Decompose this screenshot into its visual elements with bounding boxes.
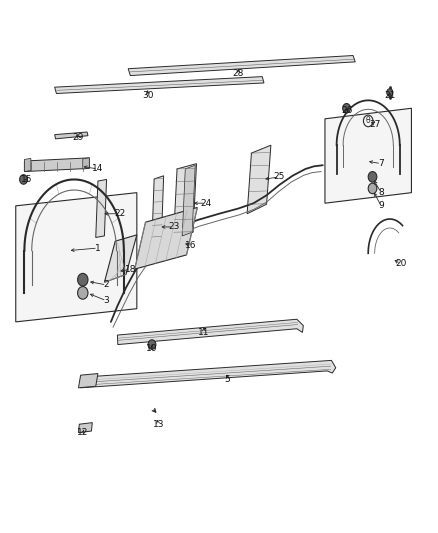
Circle shape [20,175,28,184]
Polygon shape [134,207,198,269]
Circle shape [78,273,88,286]
Polygon shape [182,165,195,236]
Text: 18: 18 [124,265,136,273]
Circle shape [343,103,350,113]
Circle shape [78,287,88,299]
Polygon shape [128,55,355,76]
Text: 21: 21 [384,91,396,100]
Circle shape [148,340,156,349]
Circle shape [368,172,377,182]
Polygon shape [78,423,92,433]
Polygon shape [16,192,137,322]
Polygon shape [25,158,31,172]
Text: 8: 8 [378,188,384,197]
Polygon shape [247,145,271,214]
Text: 26: 26 [341,107,352,116]
Text: 2: 2 [104,280,110,289]
Text: 7: 7 [378,159,384,168]
Text: 11: 11 [198,328,210,337]
Circle shape [387,89,393,96]
Text: 28: 28 [233,69,244,78]
Polygon shape [152,176,164,240]
Text: 14: 14 [92,164,104,173]
Polygon shape [104,235,137,282]
Polygon shape [325,108,411,203]
Polygon shape [117,319,304,344]
Text: 24: 24 [201,199,212,208]
Text: θ: θ [366,116,371,125]
Polygon shape [55,132,88,139]
Text: 30: 30 [142,91,153,100]
Text: 1: 1 [95,244,101,253]
Text: 13: 13 [153,420,164,429]
Text: 12: 12 [77,428,88,437]
Text: 3: 3 [104,296,110,305]
Text: 27: 27 [369,119,380,128]
Polygon shape [25,158,89,172]
Polygon shape [55,77,264,93]
Text: 15: 15 [21,175,32,184]
Text: 23: 23 [168,222,179,231]
Text: 29: 29 [73,133,84,142]
Polygon shape [81,360,336,388]
Polygon shape [173,164,197,238]
Polygon shape [78,374,98,388]
Polygon shape [83,158,89,169]
Text: 16: 16 [185,241,197,250]
Text: 25: 25 [274,172,285,181]
Text: 5: 5 [225,375,230,384]
Circle shape [368,183,377,193]
Text: 10: 10 [146,344,158,353]
Text: 9: 9 [378,201,384,211]
Polygon shape [96,180,106,238]
Text: 20: 20 [395,260,406,268]
Text: 22: 22 [114,209,125,218]
